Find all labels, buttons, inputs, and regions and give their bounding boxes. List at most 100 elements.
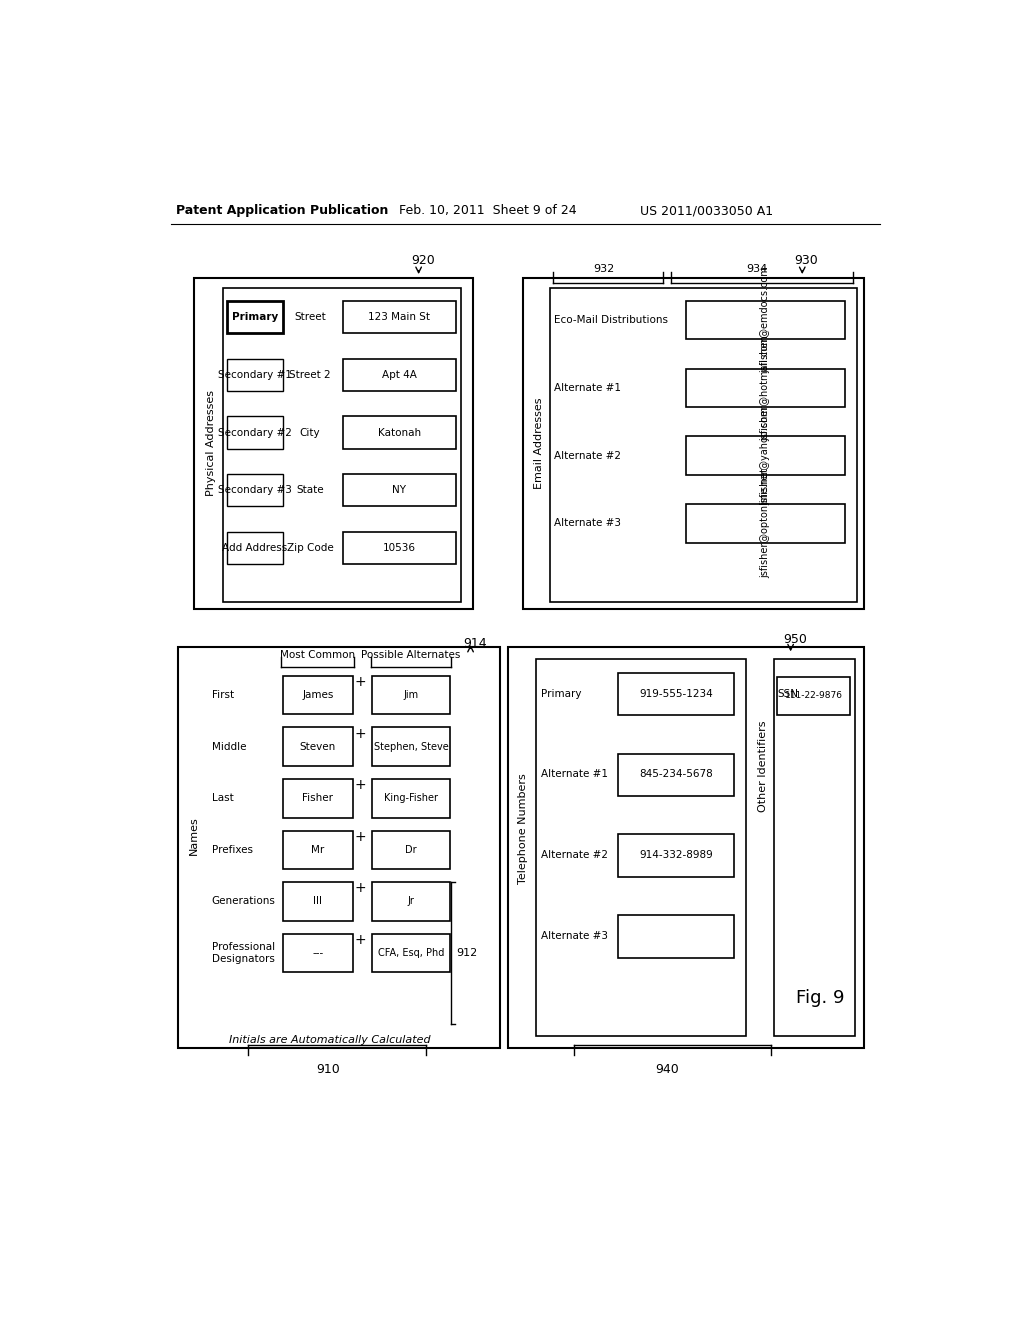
Bar <box>777 677 850 715</box>
Text: 111-22-9876: 111-22-9876 <box>784 692 843 701</box>
Bar <box>686 301 845 339</box>
Bar <box>343 416 456 449</box>
Text: Secondary #2: Secondary #2 <box>218 428 292 437</box>
Bar <box>372 727 450 766</box>
Text: 950: 950 <box>783 634 807 647</box>
Text: +: + <box>354 675 367 689</box>
Bar <box>343 532 456 564</box>
Text: State: State <box>296 486 324 495</box>
Text: jsfisher@hotmail.com: jsfisher@hotmail.com <box>760 335 770 441</box>
Text: 123 Main St: 123 Main St <box>369 312 430 322</box>
Bar <box>686 504 845 543</box>
Text: SSN: SSN <box>777 689 799 700</box>
Bar <box>372 779 450 817</box>
Bar <box>343 474 456 507</box>
Text: Patent Application Publication: Patent Application Publication <box>176 205 388 218</box>
Text: III: III <box>313 896 323 907</box>
Text: +: + <box>354 933 367 946</box>
Text: Fig. 9: Fig. 9 <box>796 989 845 1007</box>
Text: Other Identifiers: Other Identifiers <box>759 721 768 812</box>
Bar <box>372 676 450 714</box>
Text: Mr: Mr <box>311 845 325 855</box>
Text: jsfisher@yahoo.com: jsfisher@yahoo.com <box>760 407 770 504</box>
Text: Physical Addresses: Physical Addresses <box>206 391 216 496</box>
Bar <box>178 647 500 1048</box>
Text: US 2011/0033050 A1: US 2011/0033050 A1 <box>640 205 773 218</box>
Text: 912: 912 <box>456 948 477 958</box>
Text: Primary: Primary <box>541 689 582 698</box>
Text: Last: Last <box>212 793 233 804</box>
Bar <box>617 915 734 958</box>
Bar <box>686 368 845 407</box>
Text: Middle: Middle <box>212 742 246 751</box>
Text: Alternate #1: Alternate #1 <box>554 383 622 393</box>
Bar <box>617 834 734 876</box>
Text: Possible Alternates: Possible Alternates <box>361 649 461 660</box>
Text: 920: 920 <box>411 255 434 268</box>
Text: +: + <box>354 882 367 895</box>
Text: +: + <box>354 830 367 843</box>
Text: Alternate #3: Alternate #3 <box>541 931 608 941</box>
Text: 845-234-5678: 845-234-5678 <box>639 770 713 779</box>
Text: Fisher: Fisher <box>302 793 334 804</box>
Text: Alternate #1: Alternate #1 <box>541 770 608 779</box>
Bar <box>537 659 745 1036</box>
Text: CFA, Esq, Phd: CFA, Esq, Phd <box>378 948 444 958</box>
Text: Primary: Primary <box>232 312 279 322</box>
Text: Most Common: Most Common <box>281 649 355 660</box>
Bar <box>194 277 473 609</box>
Text: Secondary #1: Secondary #1 <box>218 370 292 380</box>
Text: First: First <box>212 690 233 700</box>
Bar <box>686 437 845 475</box>
Bar <box>523 277 864 609</box>
Text: 919-555-1234: 919-555-1234 <box>639 689 713 698</box>
Text: Street: Street <box>294 312 326 322</box>
Bar <box>773 659 855 1036</box>
Text: Apt 4A: Apt 4A <box>382 370 417 380</box>
Text: Prefixes: Prefixes <box>212 845 253 855</box>
Bar <box>372 830 450 869</box>
Bar <box>617 754 734 796</box>
Bar <box>283 676 352 714</box>
Bar <box>550 288 856 602</box>
Bar <box>283 727 352 766</box>
Bar <box>343 301 456 333</box>
Bar <box>227 301 283 333</box>
Text: Jr: Jr <box>408 896 415 907</box>
Text: Telephone Numbers: Telephone Numbers <box>518 774 528 883</box>
Bar <box>222 288 461 602</box>
Bar <box>227 416 283 449</box>
Text: 934: 934 <box>746 264 768 273</box>
Text: Names: Names <box>188 817 199 855</box>
Text: Alternate #2: Alternate #2 <box>541 850 608 861</box>
Text: Feb. 10, 2011  Sheet 9 of 24: Feb. 10, 2011 Sheet 9 of 24 <box>399 205 577 218</box>
Bar <box>227 359 283 391</box>
Text: 940: 940 <box>654 1063 679 1076</box>
Bar <box>227 532 283 564</box>
Text: +: + <box>354 779 367 792</box>
Bar <box>283 933 352 973</box>
Text: James: James <box>302 690 334 700</box>
Bar <box>283 882 352 921</box>
Text: Initials are Automatically Calculated: Initials are Automatically Calculated <box>228 1035 430 1045</box>
Text: Katonah: Katonah <box>378 428 421 437</box>
Bar <box>617 673 734 715</box>
Text: Generations: Generations <box>212 896 275 907</box>
Bar <box>283 779 352 817</box>
Text: Stephen, Steve: Stephen, Steve <box>374 742 449 751</box>
Text: 932: 932 <box>593 264 614 273</box>
Text: 914: 914 <box>463 638 486 649</box>
Text: 10536: 10536 <box>383 543 416 553</box>
Text: Secondary #3: Secondary #3 <box>218 486 292 495</box>
Text: Jim: Jim <box>403 690 419 700</box>
Text: Steven: Steven <box>300 742 336 751</box>
Text: 930: 930 <box>795 255 818 268</box>
Text: 910: 910 <box>316 1063 340 1076</box>
Text: jsfisher@optonline.net: jsfisher@optonline.net <box>760 469 770 578</box>
Text: Zip Code: Zip Code <box>287 543 334 553</box>
Text: City: City <box>300 428 321 437</box>
Text: Alternate #2: Alternate #2 <box>554 450 622 461</box>
Bar <box>508 647 864 1048</box>
Text: Eco-Mail Distributions: Eco-Mail Distributions <box>554 315 669 325</box>
Text: Alternate #3: Alternate #3 <box>554 519 622 528</box>
